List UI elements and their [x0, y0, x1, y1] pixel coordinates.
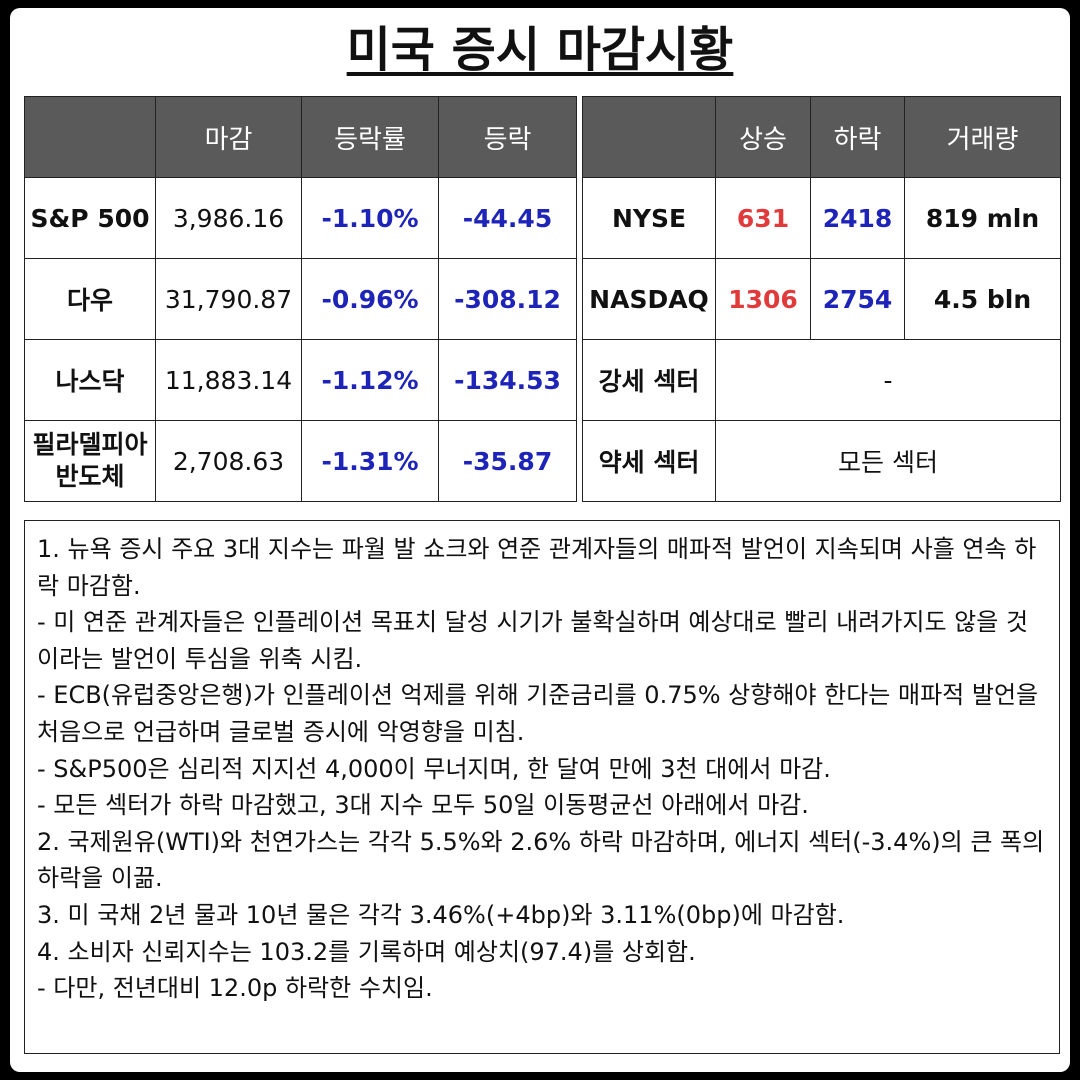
index-name-line2: 반도체: [55, 462, 125, 491]
declining-count: 2754: [810, 258, 905, 340]
index-table-header: 마감 등락률 등락: [24, 96, 577, 178]
index-pct: -1.10%: [301, 177, 439, 259]
header-blank: [582, 96, 716, 178]
index-close: 11,883.14: [155, 339, 302, 421]
volume: 4.5 bln: [904, 258, 1061, 340]
table-row: S&P 500 3,986.16 -1.10% -44.45: [24, 177, 577, 259]
volume: 819 mln: [904, 177, 1061, 259]
index-change: -35.87: [438, 420, 577, 502]
note-line: 3. 미 국채 2년 물과 10년 물은 각각 3.46%(+4bp)와 3.1…: [37, 900, 845, 929]
header-up: 상승: [715, 96, 811, 178]
index-name: 필라델피아 반도체: [24, 420, 156, 502]
index-name-line1: 필라델피아: [32, 430, 148, 459]
index-close: 2,708.63: [155, 420, 302, 502]
index-name: 나스닥: [24, 339, 156, 421]
table-row: 약세 섹터 모든 섹터: [582, 420, 1061, 502]
table-row: NASDAQ 1306 2754 4.5 bln: [582, 258, 1061, 340]
note-line: - 미 연준 관계자들은 인플레이션 목표치 달성 시기가 불확실하며 예상대로…: [37, 608, 1029, 673]
index-close: 31,790.87: [155, 258, 302, 340]
market-notes: 1. 뉴욕 증시 주요 3대 지수는 파월 발 쇼크와 연준 관계자들의 매파적…: [24, 520, 1060, 1054]
strong-sector-value: -: [715, 339, 1061, 421]
header-down: 하락: [810, 96, 905, 178]
strong-sector-label: 강세 섹터: [582, 339, 716, 421]
index-name: S&P 500: [24, 177, 156, 259]
note-line: 2. 국제원유(WTI)와 천연가스는 각각 5.5%와 2.6% 하락 마감하…: [37, 827, 1045, 893]
note-line: - 모든 섹터가 하락 마감했고, 3대 지수 모두 50일 이동평균선 아래에…: [37, 791, 809, 820]
weak-sector-value: 모든 섹터: [715, 420, 1061, 502]
index-name: 다우: [24, 258, 156, 340]
note-line: - 다만, 전년대비 12.0p 하락한 수치임.: [37, 974, 433, 1003]
table-row: 강세 섹터 -: [582, 339, 1061, 421]
note-line: 1. 뉴욕 증시 주요 3대 지수는 파월 발 쇼크와 연준 관계자들의 매파적…: [37, 535, 1037, 600]
table-row: 다우 31,790.87 -0.96% -308.12: [24, 258, 577, 340]
note-line: - S&P500은 심리적 지지선 4,000이 무너지며, 한 달여 만에 3…: [37, 754, 831, 783]
market-table: 상승 하락 거래량 NYSE 631 2418 819 mln NASDAQ 1…: [582, 96, 1061, 502]
advancing-count: 1306: [715, 258, 811, 340]
exchange-name: NASDAQ: [582, 258, 716, 340]
market-table-header: 상승 하락 거래량: [582, 96, 1061, 178]
table-row: 나스닥 11,883.14 -1.12% -134.53: [24, 339, 577, 421]
header-blank: [24, 96, 156, 178]
header-volume: 거래량: [904, 96, 1061, 178]
exchange-name: NYSE: [582, 177, 716, 259]
index-pct: -1.12%: [301, 339, 439, 421]
table-row: NYSE 631 2418 819 mln: [582, 177, 1061, 259]
weak-sector-label: 약세 섹터: [582, 420, 716, 502]
index-table: 마감 등락률 등락 S&P 500 3,986.16 -1.10% -44.45…: [24, 96, 577, 502]
index-close: 3,986.16: [155, 177, 302, 259]
note-line: 4. 소비자 신뢰지수는 103.2를 기록하며 예상치(97.4)를 상회함.: [37, 937, 696, 966]
advancing-count: 631: [715, 177, 811, 259]
index-pct: -0.96%: [301, 258, 439, 340]
index-change: -44.45: [438, 177, 577, 259]
declining-count: 2418: [810, 177, 905, 259]
index-change: -308.12: [438, 258, 577, 340]
header-pct: 등락률: [301, 96, 439, 178]
page-title: 미국 증시 마감시황: [346, 22, 734, 78]
table-row: 필라델피아 반도체 2,708.63 -1.31% -35.87: [24, 420, 577, 502]
header-close: 마감: [155, 96, 302, 178]
header-change: 등락: [438, 96, 577, 178]
note-line: - ECB(유럽중앙은행)가 인플레이션 억제를 위해 기준금리를 0.75% …: [37, 681, 1039, 746]
index-change: -134.53: [438, 339, 577, 421]
index-pct: -1.31%: [301, 420, 439, 502]
